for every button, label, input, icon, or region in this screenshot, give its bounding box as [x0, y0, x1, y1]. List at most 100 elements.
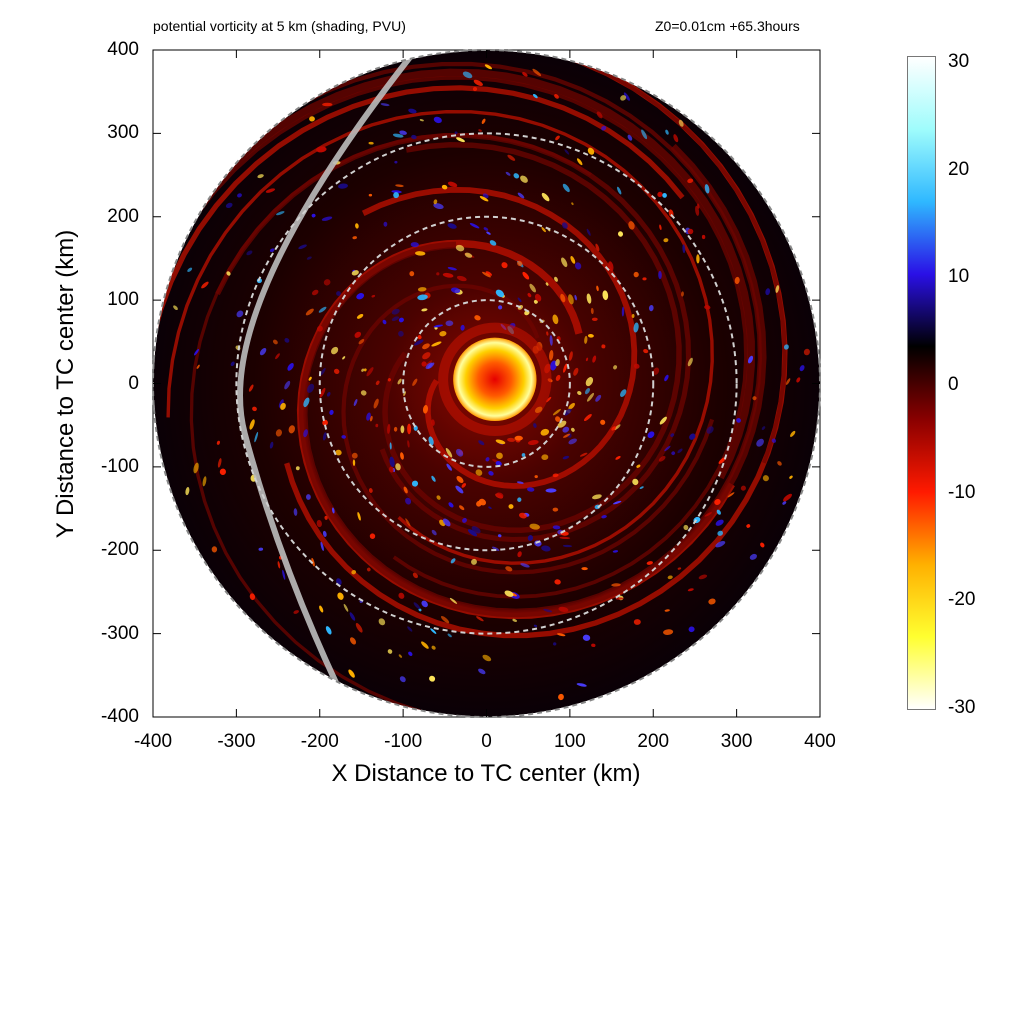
negative-pv-anomaly	[460, 324, 465, 331]
positive-pv-anomaly	[265, 188, 276, 193]
positive-pv-anomaly	[602, 290, 609, 301]
axis-ticks	[152, 49, 821, 718]
positive-pv-anomaly	[595, 243, 600, 252]
positive-pv-anomaly	[558, 606, 569, 613]
negative-pv-anomaly	[620, 389, 627, 397]
positive-pv-anomaly	[368, 193, 373, 197]
negative-pv-anomaly	[574, 262, 582, 270]
positive-pv-anomaly	[522, 271, 530, 280]
positive-pv-anomaly	[248, 384, 254, 392]
positive-pv-anomaly	[571, 427, 575, 432]
positive-pv-anomaly	[658, 455, 666, 462]
negative-pv-anomaly	[562, 222, 568, 229]
positive-pv-anomaly	[545, 396, 552, 403]
colorbar-tick-label: 10	[948, 266, 970, 288]
x-tick-label: 0	[481, 731, 492, 752]
positive-pv-anomaly	[445, 447, 453, 458]
positive-pv-anomaly	[789, 475, 793, 479]
positive-pv-anomaly	[507, 154, 516, 161]
chart-title: potential vorticity at 5 km (shading, PV…	[153, 18, 406, 34]
negative-pv-anomaly	[563, 408, 572, 416]
negative-pv-anomaly	[670, 433, 675, 437]
negative-pv-anomaly	[305, 494, 311, 500]
negative-pv-anomaly	[455, 448, 464, 457]
positive-pv-anomaly	[495, 439, 506, 445]
negative-pv-anomaly	[782, 501, 787, 505]
positive-pv-anomaly	[554, 94, 559, 99]
positive-pv-anomaly	[409, 271, 415, 277]
negative-pv-anomaly	[682, 244, 686, 254]
positive-pv-anomaly	[375, 423, 379, 428]
positive-pv-anomaly	[752, 396, 757, 401]
positive-pv-anomaly	[378, 618, 386, 626]
positive-pv-anomaly	[591, 317, 598, 322]
negative-pv-anomaly	[236, 310, 244, 318]
negative-pv-anomaly	[393, 192, 400, 199]
pv-anomalies	[173, 64, 810, 701]
negative-pv-anomaly	[428, 436, 434, 446]
colorbar-tick-label: 30	[948, 51, 970, 72]
positive-pv-anomaly	[552, 507, 559, 512]
negative-pv-anomaly	[254, 431, 259, 443]
positive-pv-anomaly	[375, 380, 380, 386]
positive-pv-anomaly	[322, 419, 328, 426]
spiral-band	[341, 283, 715, 575]
negative-pv-anomaly	[467, 529, 478, 537]
negative-pv-anomaly	[322, 530, 327, 537]
positive-pv-anomaly	[335, 449, 342, 456]
positive-pv-anomaly	[559, 536, 571, 540]
positive-pv-anomaly	[585, 377, 594, 387]
positive-pv-anomaly	[431, 645, 436, 650]
negative-pv-anomaly	[478, 668, 486, 675]
negative-pv-anomaly	[495, 289, 505, 298]
positive-pv-anomaly	[316, 325, 323, 332]
negative-pv-anomaly	[520, 563, 530, 568]
positive-pv-anomaly	[449, 597, 458, 604]
y-tick-label: 300	[107, 122, 139, 144]
negative-pv-anomaly	[617, 186, 622, 195]
negative-pv-anomaly	[349, 612, 356, 621]
negative-pv-anomaly	[287, 363, 294, 371]
positive-pv-anomaly	[584, 335, 588, 344]
positive-pv-anomaly	[249, 419, 255, 430]
negative-pv-anomaly	[601, 515, 607, 519]
positive-pv-anomaly	[552, 473, 559, 478]
positive-pv-anomaly	[664, 609, 670, 612]
negative-pv-anomaly	[532, 93, 538, 99]
colorbar-tick-label: -30	[948, 697, 976, 718]
positive-pv-anomaly	[554, 579, 561, 585]
positive-pv-anomaly	[456, 475, 464, 484]
positive-pv-anomaly	[403, 391, 406, 396]
x-tick-label: -100	[384, 731, 423, 752]
positive-pv-anomaly	[173, 305, 178, 311]
positive-pv-anomaly	[412, 572, 418, 579]
positive-pv-anomaly	[217, 458, 222, 468]
positive-pv-anomaly	[196, 364, 200, 369]
positive-pv-anomaly	[482, 654, 492, 662]
negative-pv-anomaly	[482, 193, 489, 199]
negative-pv-anomaly	[497, 534, 502, 538]
negative-pv-anomaly	[564, 149, 570, 155]
x-axis-label: X Distance to TC center (km)	[331, 760, 641, 787]
positive-pv-anomaly	[252, 406, 257, 412]
negative-pv-anomaly	[706, 426, 714, 434]
positive-pv-anomaly	[545, 282, 549, 286]
negative-pv-anomaly	[326, 391, 331, 397]
positive-pv-anomaly	[475, 469, 483, 476]
positive-pv-anomaly	[357, 511, 361, 521]
negative-pv-anomaly	[527, 487, 535, 492]
positive-pv-anomaly	[496, 492, 504, 498]
positive-pv-anomaly	[311, 289, 319, 296]
negative-pv-anomaly	[489, 240, 497, 246]
spiral-band	[166, 109, 714, 565]
negative-pv-anomaly	[338, 183, 348, 189]
positive-pv-anomaly	[568, 402, 575, 410]
positive-pv-anomaly	[611, 583, 621, 587]
positive-pv-anomaly	[601, 344, 606, 349]
range-ring	[402, 299, 571, 468]
positive-pv-anomaly	[277, 561, 281, 569]
positive-pv-anomaly	[663, 629, 674, 635]
negative-pv-anomaly	[799, 365, 805, 372]
positive-pv-anomaly	[573, 367, 579, 376]
positive-pv-anomaly	[576, 158, 583, 166]
